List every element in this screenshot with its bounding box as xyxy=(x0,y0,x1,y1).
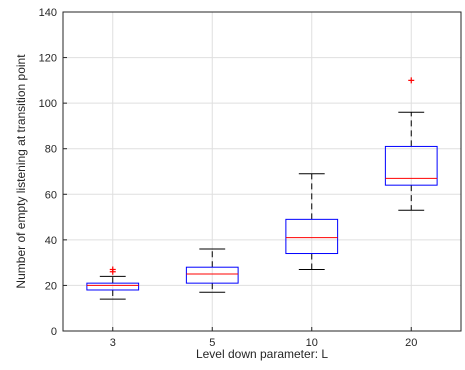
box-series xyxy=(86,77,438,300)
y-tick-label: 100 xyxy=(39,98,57,110)
box-iqr xyxy=(185,266,239,284)
y-axis-ticks: 0 20 40 60 80 100 120 140 xyxy=(39,7,67,338)
box-iqr xyxy=(285,218,339,255)
x-axis-label: Level down parameter: L xyxy=(196,347,328,361)
y-tick-label: 40 xyxy=(45,235,57,247)
y-tick-label: 140 xyxy=(39,7,57,19)
x-tick-label: 5 xyxy=(209,337,215,349)
x-axis-ticks: 3 5 10 20 xyxy=(110,327,417,349)
y-axis-label: Number of empty listening at transition … xyxy=(14,54,28,289)
x-tick-label: 10 xyxy=(306,337,318,349)
box-20 xyxy=(384,77,438,211)
box-iqr xyxy=(384,145,438,186)
outlier-marker xyxy=(109,266,116,273)
y-tick-label: 80 xyxy=(45,144,57,156)
outlier-marker xyxy=(408,77,415,84)
x-tick-label: 3 xyxy=(110,337,116,349)
box-iqr xyxy=(86,282,140,291)
y-tick-label: 0 xyxy=(51,326,57,338)
box-10 xyxy=(285,173,339,270)
y-tick-label: 60 xyxy=(45,189,57,201)
y-tick-label: 20 xyxy=(45,280,57,292)
y-tick-label: 120 xyxy=(39,53,57,65)
plot-frame xyxy=(62,11,462,332)
x-tick-label: 20 xyxy=(405,337,417,349)
box-5 xyxy=(185,248,239,293)
box-3 xyxy=(86,266,140,300)
